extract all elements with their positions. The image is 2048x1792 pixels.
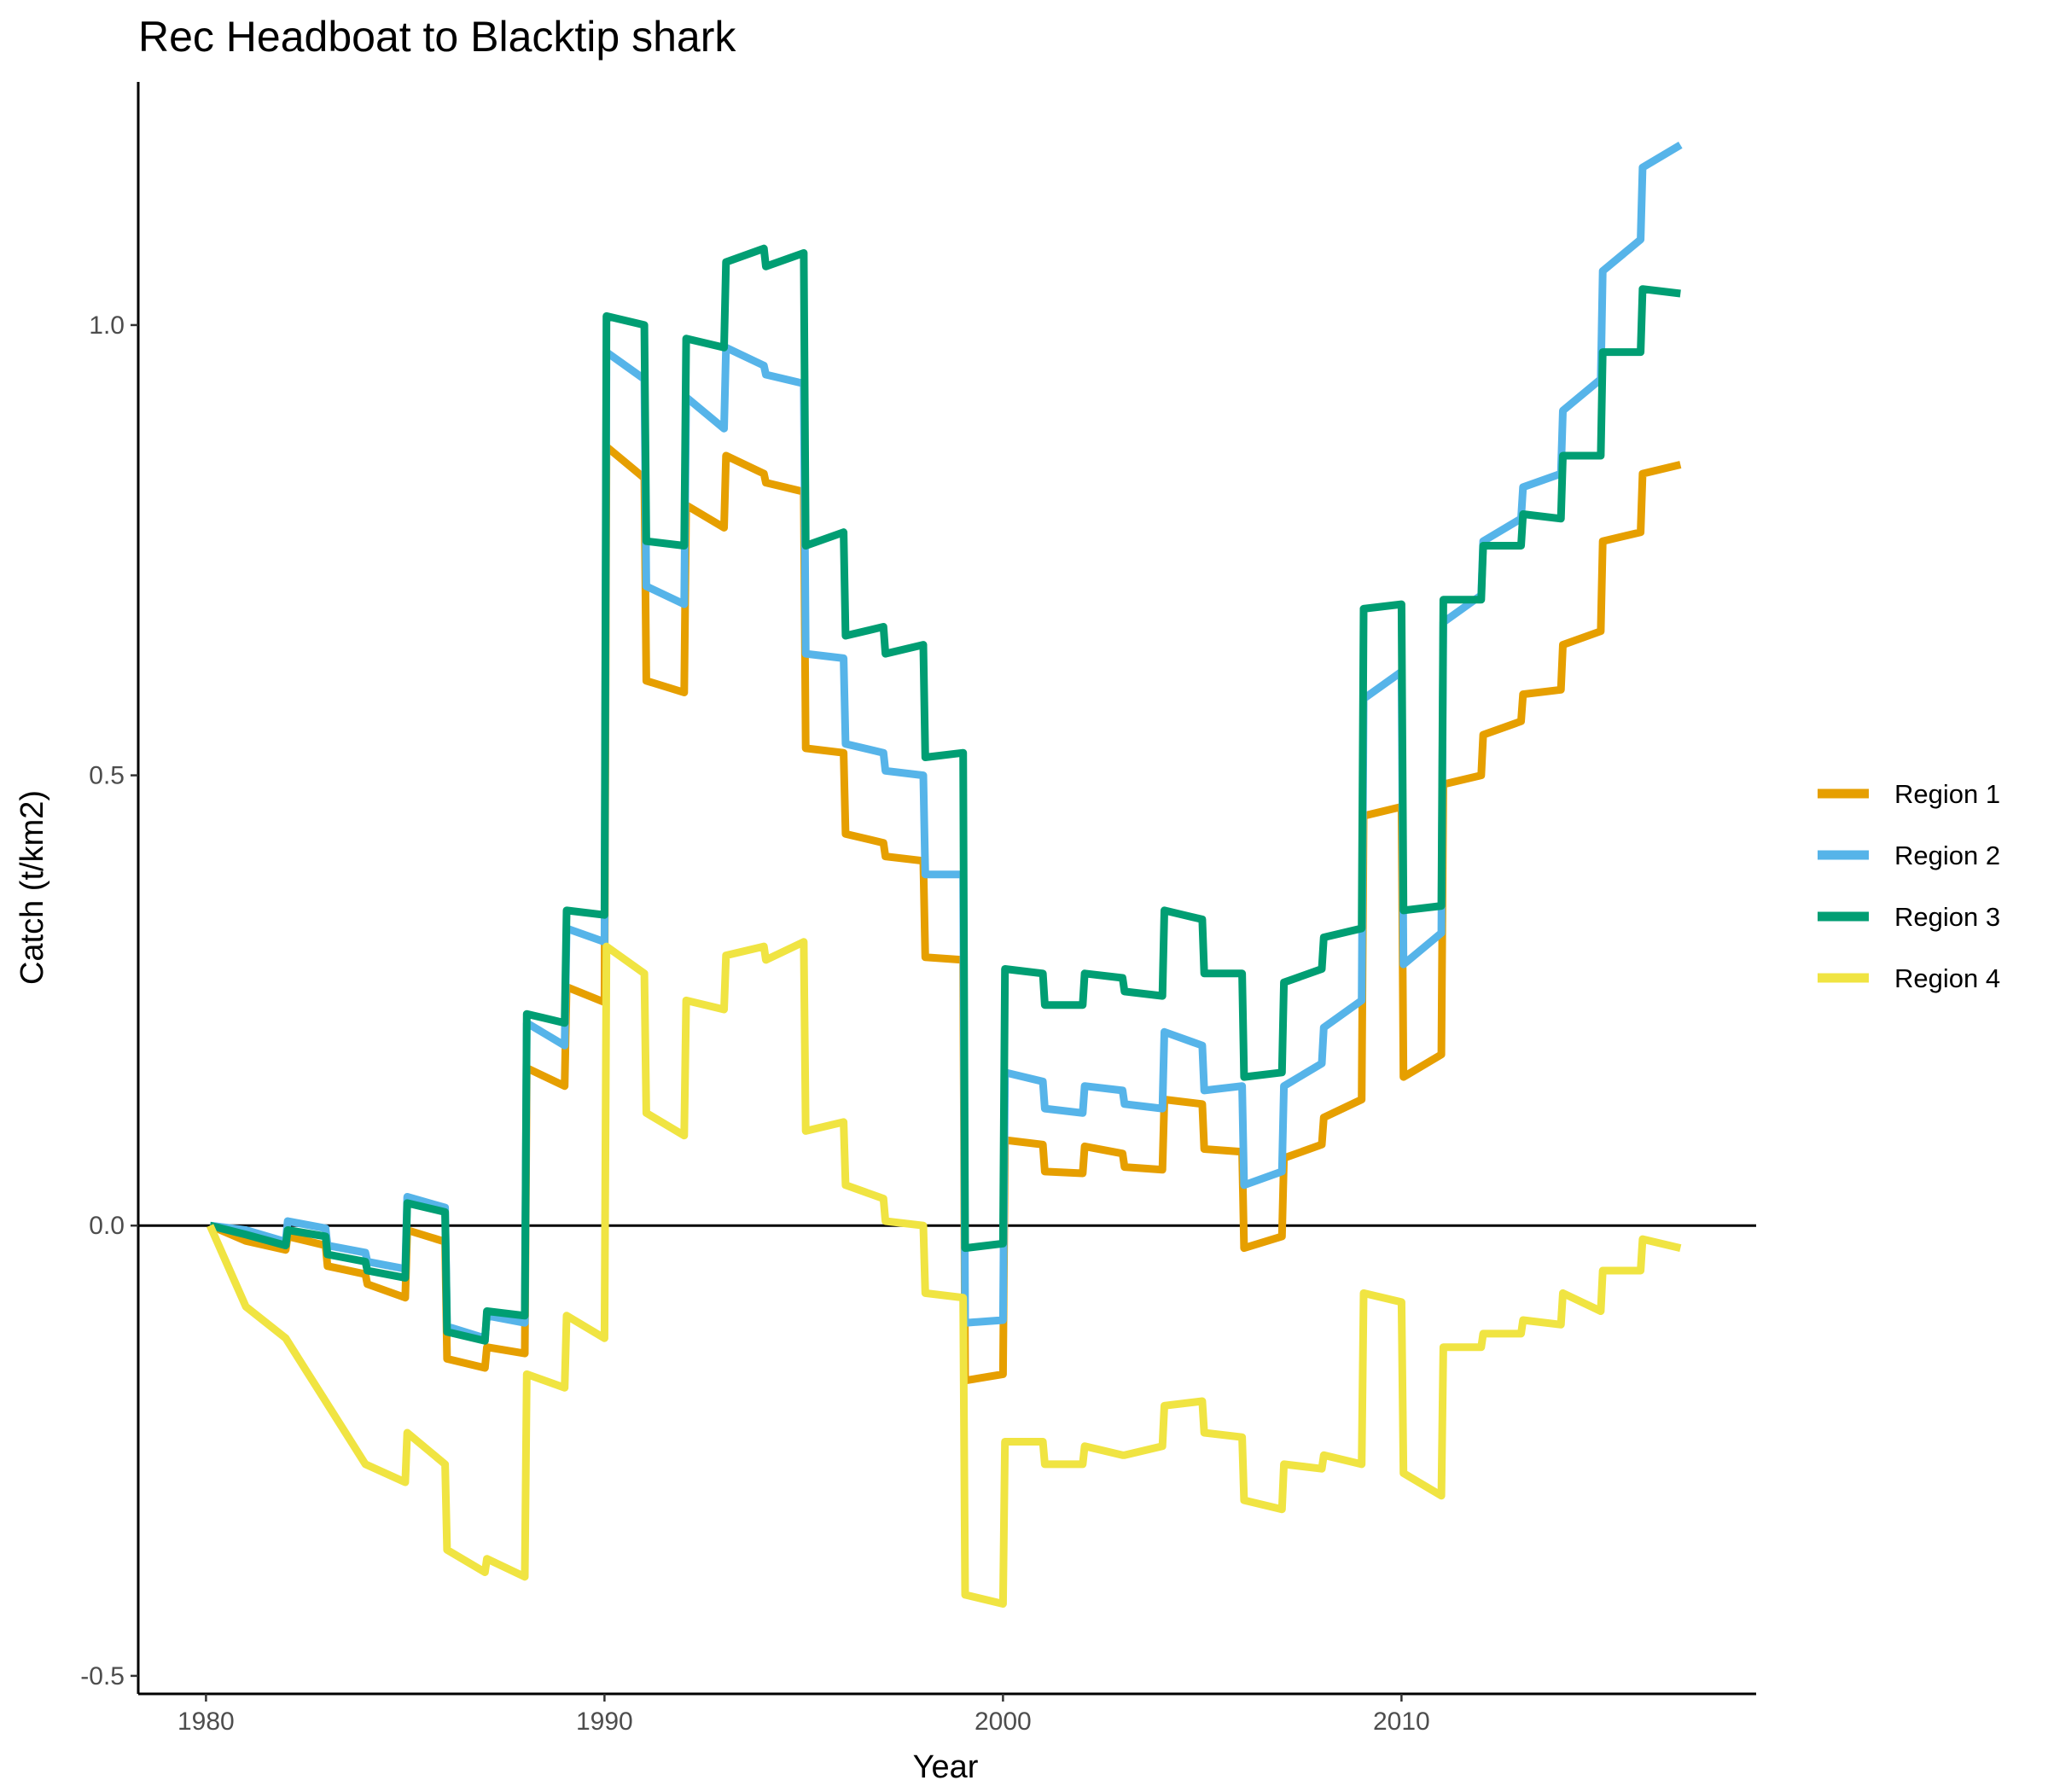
x-tick-label: 1980 [177,1708,235,1736]
y-tick-label: -0.5 [80,1662,125,1690]
legend-label-region-4: Region 4 [1894,963,2000,993]
legend-label-region-2: Region 2 [1894,841,2000,870]
y-tick-label: 1.0 [89,311,125,340]
y-tick-label: 0.5 [89,762,125,790]
chart-title: Rec Headboat to Blacktip shark [138,13,736,61]
legend: Region 1 Region 2 Region 3 Region 4 [1818,779,2000,993]
y-tick-label: 0.0 [89,1212,125,1240]
series-line-region-1 [208,442,1682,1385]
series-line-region-2 [209,142,1683,1342]
legend-label-region-3: Region 3 [1894,902,2000,932]
series-line-region-3 [208,244,1681,1345]
series-line-region-4 [206,938,1682,1608]
x-tick-label: 2010 [1373,1708,1430,1736]
x-axis-title: Year [913,1749,979,1785]
y-axis-title: Catch (t/km2) [15,790,50,985]
legend-label-region-1: Region 1 [1894,779,2000,809]
series-lines [206,142,1683,1608]
x-axis-ticks: 1980 1990 2000 2010 [177,1694,1430,1736]
x-tick-label: 2000 [975,1708,1032,1736]
y-axis-ticks: -0.5 0.0 0.5 1.0 [80,311,138,1690]
x-tick-label: 1990 [576,1708,633,1736]
plot-area: -0.5 0.0 0.5 1.0 1980 1990 2000 2010 [80,82,1756,1736]
